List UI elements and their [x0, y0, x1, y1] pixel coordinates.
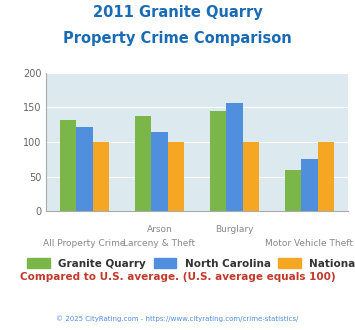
Bar: [93, 142, 109, 211]
Bar: [301, 158, 318, 211]
Legend: Granite Quarry, North Carolina, National: Granite Quarry, North Carolina, National: [27, 258, 355, 269]
Bar: [285, 170, 301, 211]
Bar: [60, 120, 76, 211]
Text: Arson: Arson: [147, 225, 173, 234]
Text: Property Crime Comparison: Property Crime Comparison: [63, 31, 292, 46]
Bar: [151, 132, 168, 211]
Bar: [318, 142, 334, 211]
Bar: [226, 103, 243, 211]
Bar: [76, 127, 93, 211]
Text: Burglary: Burglary: [215, 225, 254, 234]
Bar: [135, 116, 151, 211]
Text: Motor Vehicle Theft: Motor Vehicle Theft: [266, 239, 354, 248]
Text: 2011 Granite Quarry: 2011 Granite Quarry: [93, 5, 262, 20]
Text: Compared to U.S. average. (U.S. average equals 100): Compared to U.S. average. (U.S. average …: [20, 272, 335, 282]
Bar: [243, 142, 259, 211]
Text: All Property Crime: All Property Crime: [43, 239, 126, 248]
Text: Larceny & Theft: Larceny & Theft: [124, 239, 196, 248]
Bar: [168, 142, 184, 211]
Text: © 2025 CityRating.com - https://www.cityrating.com/crime-statistics/: © 2025 CityRating.com - https://www.city…: [56, 315, 299, 322]
Bar: [210, 112, 226, 211]
